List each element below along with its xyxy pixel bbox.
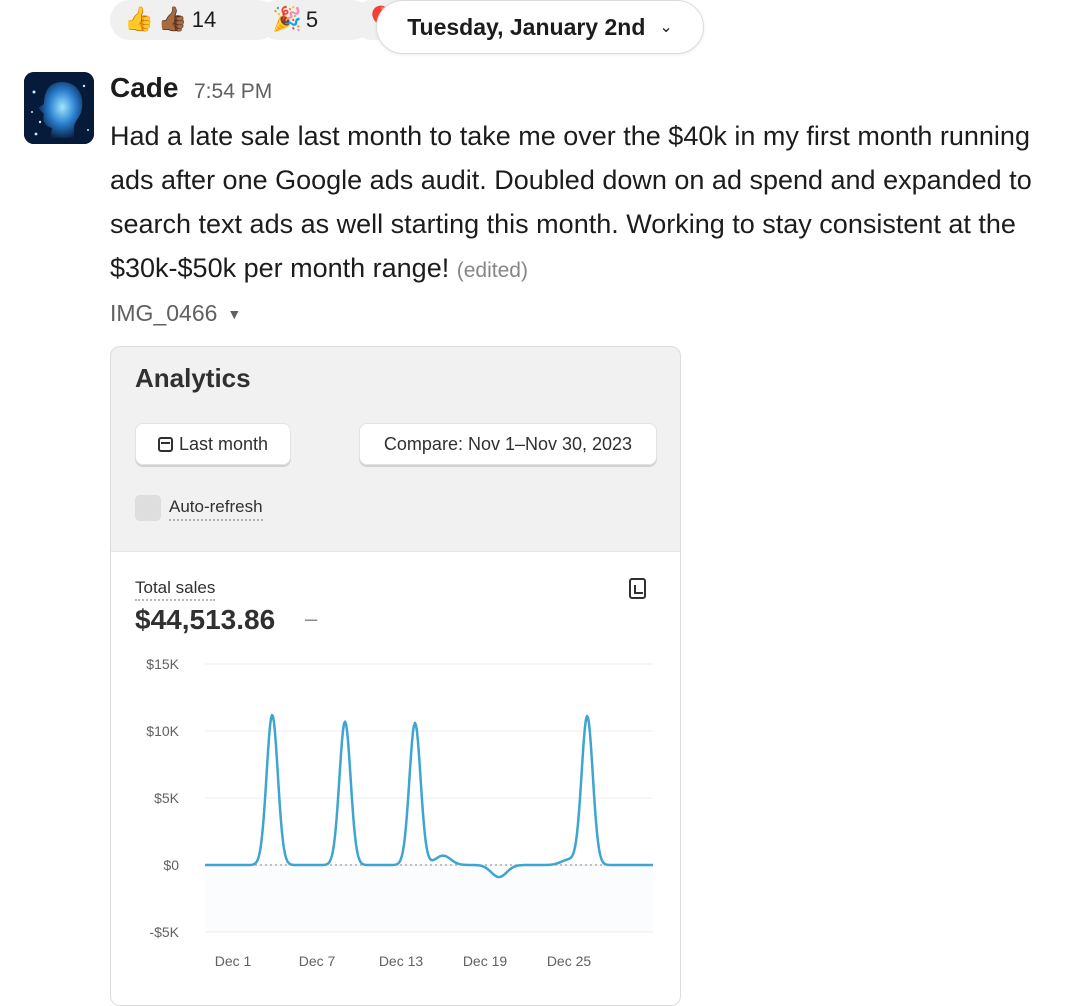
sales-line-chart: $15K $10K $5K $0 -$5K Dec 1 Dec 7 Dec 13 Dec 19 D… xyxy=(111,552,681,1006)
x-tick-label: Dec 7 xyxy=(299,953,336,969)
date-divider[interactable]: Tuesday, January 2nd ⌄ xyxy=(376,0,704,54)
x-tick-label: Dec 13 xyxy=(379,953,424,969)
edited-label: (edited) xyxy=(457,259,528,282)
total-sales-panel: Total sales $44,513.86 – $15K$10K$5K$0-$… xyxy=(111,551,681,1006)
auto-refresh-checkbox[interactable] xyxy=(135,495,161,521)
y-tick-label: -$5K xyxy=(149,924,179,940)
negative-region xyxy=(205,865,653,932)
calendar-icon xyxy=(158,437,173,452)
chevron-down-icon: ⌄ xyxy=(659,17,672,37)
compare-button[interactable]: Compare: Nov 1–Nov 30, 2023 xyxy=(359,423,657,465)
x-tick-label: Dec 25 xyxy=(547,953,592,969)
message-text: Had a late sale last month to take me ov… xyxy=(110,121,1032,283)
reaction-thumbs-up[interactable]: 👍 👍🏾 14 xyxy=(110,0,278,40)
last-month-button[interactable]: Last month xyxy=(135,423,291,465)
thumbs-up-icon: 👍 xyxy=(124,8,154,32)
message-body: Had a late sale last month to take me ov… xyxy=(110,114,1060,293)
caret-down-icon: ▼ xyxy=(227,306,241,322)
party-popper-icon: 🎉 xyxy=(272,8,302,32)
attachment-name: IMG_0466 xyxy=(110,300,217,327)
analytics-title: Analytics xyxy=(135,363,251,394)
message-timestamp[interactable]: 7:54 PM xyxy=(194,80,272,104)
avatar[interactable] xyxy=(24,72,94,144)
auto-refresh-label: Auto-refresh xyxy=(169,497,263,521)
author-name[interactable]: Cade xyxy=(110,72,178,104)
x-tick-label: Dec 19 xyxy=(463,953,508,969)
y-tick-label: $0 xyxy=(163,857,179,873)
y-tick-label: $15K xyxy=(146,656,179,672)
reaction-count: 5 xyxy=(306,7,318,33)
thumbs-up-dark-icon: 👍🏾 xyxy=(158,8,188,32)
compare-label: Compare: Nov 1–Nov 30, 2023 xyxy=(384,434,632,455)
attachment-image[interactable]: Analytics Last month Compare: Nov 1–Nov … xyxy=(110,346,681,1006)
reaction-count: 14 xyxy=(192,7,216,33)
date-label: Tuesday, January 2nd xyxy=(407,14,645,41)
y-tick-label: $5K xyxy=(154,790,180,806)
y-tick-label: $10K xyxy=(146,723,179,739)
sales-series-line xyxy=(205,715,653,877)
x-tick-label: Dec 1 xyxy=(215,953,252,969)
last-month-label: Last month xyxy=(179,434,268,455)
attachment-title[interactable]: IMG_0466 ▼ xyxy=(110,300,241,327)
